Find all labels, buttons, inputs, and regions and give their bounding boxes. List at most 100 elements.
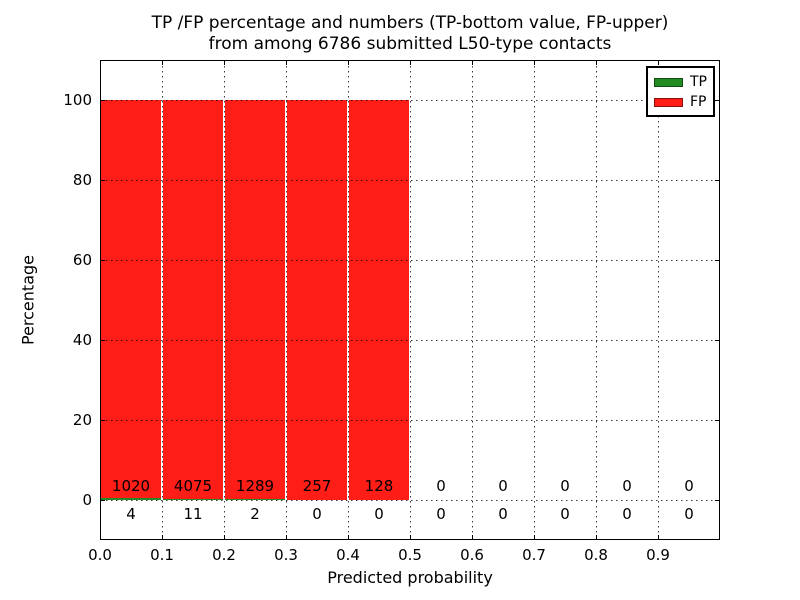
y-gridline-40 [101, 340, 719, 341]
x-tick-top-0.1 [162, 61, 163, 65]
fp-count-label-0.3-0.4: 257 [302, 477, 332, 495]
x-tick-label-0.5: 0.5 [398, 546, 422, 564]
x-tick-bottom-0.9 [658, 535, 659, 539]
y-gridline-100 [101, 100, 719, 101]
fp-count-label-0.1-0.2: 4075 [173, 477, 213, 495]
x-tick-top-0.4 [348, 61, 349, 65]
x-tick-bottom-0.7 [534, 535, 535, 539]
x-tick-label-0.2: 0.2 [212, 546, 236, 564]
bar-tp-0.0-0.1 [101, 498, 161, 500]
x-gridline-0.8 [596, 61, 597, 539]
fp-count-label-0.0-0.1: 1020 [111, 477, 151, 495]
y-tick-right-0 [715, 500, 719, 501]
fp-count-label-0.8-0.9: 0 [622, 477, 632, 495]
fp-count-label-0.6-0.7: 0 [498, 477, 508, 495]
x-tick-bottom-0.0 [100, 535, 101, 539]
y-tick-label-60: 60 [72, 251, 92, 269]
x-axis-label: Predicted probability [327, 568, 493, 587]
x-tick-top-0.7 [534, 61, 535, 65]
y-tick-right-80 [715, 180, 719, 181]
y-gridline-80 [101, 180, 719, 181]
y-tick-left-100 [101, 100, 105, 101]
x-tick-label-0.8: 0.8 [584, 546, 608, 564]
x-tick-label-0.7: 0.7 [522, 546, 546, 564]
y-tick-right-60 [715, 260, 719, 261]
legend-swatch-tp [654, 77, 683, 87]
x-tick-top-0.9 [658, 61, 659, 65]
x-tick-bottom-0.5 [410, 535, 411, 539]
bar-tp-0.1-0.2 [163, 498, 223, 500]
x-tick-label-0.0: 0.0 [88, 546, 112, 564]
y-tick-label-20: 20 [72, 411, 92, 429]
x-tick-top-0.8 [596, 61, 597, 65]
fp-count-label-0.4-0.5: 128 [364, 477, 394, 495]
y-axis-label: Percentage [18, 254, 38, 346]
chart-title: TP /FP percentage and numbers (TP-bottom… [60, 13, 760, 55]
x-tick-top-0.6 [472, 61, 473, 65]
legend-label-fp: FP [690, 94, 707, 110]
fp-count-label-0.9-1.0: 0 [684, 477, 694, 495]
bar-fp-0.3-0.4 [287, 100, 347, 500]
tp-count-label-0.5-0.6: 0 [436, 505, 446, 523]
bar-fp-0.1-0.2 [163, 100, 223, 499]
y-tick-right-40 [715, 340, 719, 341]
y-gridline-20 [101, 420, 719, 421]
y-tick-label-40: 40 [72, 331, 92, 349]
bar-tp-0.2-0.3 [225, 499, 285, 500]
tp-count-label-0.4-0.5: 0 [374, 505, 384, 523]
x-gridline-0.7 [534, 61, 535, 539]
bar-fp-0.4-0.5 [349, 100, 409, 500]
tp-count-label-0.3-0.4: 0 [312, 505, 322, 523]
x-gridline-0.3 [286, 61, 287, 539]
x-gridline-0.4 [348, 61, 349, 539]
tp-count-label-0.8-0.9: 0 [622, 505, 632, 523]
bar-fp-0.0-0.1 [101, 100, 161, 499]
x-tick-top-0.2 [224, 61, 225, 65]
x-tick-label-0.9: 0.9 [646, 546, 670, 564]
y-tick-left-0 [101, 500, 105, 501]
y-gridline-60 [101, 260, 719, 261]
fp-count-label-0.5-0.6: 0 [436, 477, 446, 495]
tp-count-label-0.6-0.7: 0 [498, 505, 508, 523]
x-tick-bottom-0.1 [162, 535, 163, 539]
tp-count-label-0.7-0.8: 0 [560, 505, 570, 523]
chart-title-line1: TP /FP percentage and numbers (TP-bottom… [151, 13, 669, 33]
x-tick-top-0.5 [410, 61, 411, 65]
x-tick-label-0.1: 0.1 [150, 546, 174, 564]
legend-swatch-fp [654, 97, 683, 107]
x-gridline-0.5 [410, 61, 411, 539]
x-tick-label-0.6: 0.6 [460, 546, 484, 564]
x-tick-bottom-0.6 [472, 535, 473, 539]
x-tick-bottom-0.8 [596, 535, 597, 539]
legend: TP FP [646, 66, 715, 117]
bar-fp-0.2-0.3 [225, 100, 285, 500]
x-tick-bottom-0.4 [348, 535, 349, 539]
legend-label-tp: TP [690, 74, 707, 90]
fp-count-label-0.7-0.8: 0 [560, 477, 570, 495]
chart-title-line2: from among 6786 submitted L50-type conta… [208, 34, 612, 54]
tp-count-label-0.1-0.2: 11 [183, 505, 203, 523]
y-tick-label-0: 0 [82, 491, 92, 509]
legend-item-tp: TP [648, 72, 713, 92]
y-tick-left-60 [101, 260, 105, 261]
x-tick-label-0.4: 0.4 [336, 546, 360, 564]
tp-count-label-0.9-1.0: 0 [684, 505, 694, 523]
tp-count-label-0.2-0.3: 2 [250, 505, 260, 523]
y-tick-right-20 [715, 420, 719, 421]
x-tick-top-0.0 [100, 61, 101, 65]
fp-count-label-0.2-0.3: 1289 [235, 477, 275, 495]
legend-item-fp: FP [648, 92, 713, 112]
x-gridline-0.6 [472, 61, 473, 539]
y-gridline-0 [101, 500, 719, 501]
x-tick-top-0.3 [286, 61, 287, 65]
y-tick-label-80: 80 [72, 171, 92, 189]
y-tick-right-100 [715, 100, 719, 101]
x-tick-label-0.3: 0.3 [274, 546, 298, 564]
tp-count-label-0.0-0.1: 4 [126, 505, 136, 523]
x-tick-bottom-0.3 [286, 535, 287, 539]
y-tick-label-100: 100 [63, 91, 92, 109]
x-gridline-0.9 [658, 61, 659, 539]
x-gridline-0.1 [162, 61, 163, 539]
x-tick-bottom-0.2 [224, 535, 225, 539]
